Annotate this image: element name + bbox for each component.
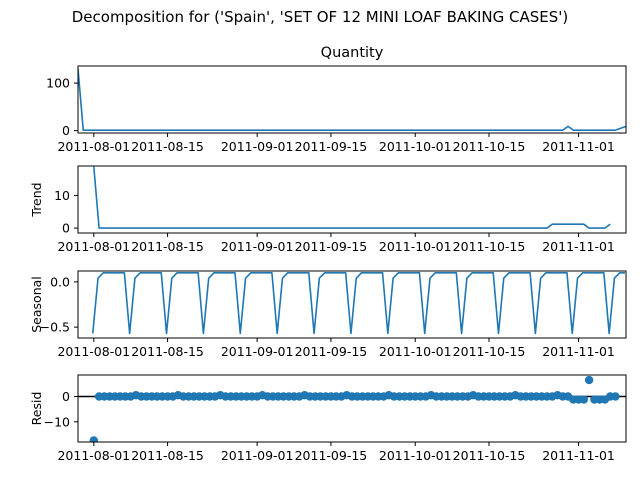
axes-frame-resid bbox=[77, 374, 627, 443]
series-trend bbox=[93, 166, 611, 229]
xtick-label-trend: 2011-11-01 bbox=[542, 239, 615, 254]
xtick-label-seasonal: 2011-09-01 bbox=[221, 344, 294, 359]
xtick-label-trend: 2011-09-01 bbox=[221, 239, 294, 254]
xtick-label-resid: 2011-08-01 bbox=[57, 448, 130, 463]
resid-point bbox=[89, 436, 99, 442]
xtick-label-resid: 2011-08-15 bbox=[131, 448, 204, 463]
ytick-label-seasonal: 0.0 bbox=[50, 274, 70, 289]
xtick-label-resid: 2011-10-01 bbox=[379, 448, 452, 463]
resid-point bbox=[611, 392, 620, 401]
ylabel-seasonal: Seasonal bbox=[29, 276, 44, 333]
xtick-label-seasonal: 2011-10-01 bbox=[379, 344, 452, 359]
xtick-label-seasonal: 2011-11-01 bbox=[542, 344, 615, 359]
figure-title: Decomposition for ('Spain', 'SET OF 12 M… bbox=[72, 8, 569, 26]
panel-observed: Quantity 0 100 2011-08-01 2011-08-15 2011-09-… bbox=[46, 45, 627, 154]
resid-point bbox=[579, 395, 589, 404]
axes-frame-seasonal bbox=[77, 270, 627, 339]
resid-point bbox=[584, 375, 594, 385]
ylabel-trend: Trend bbox=[29, 182, 44, 217]
xtick-label-observed: 2011-10-01 bbox=[379, 139, 452, 154]
series-line-trend bbox=[93, 166, 611, 229]
xtick-label-resid: 2011-10-15 bbox=[453, 448, 526, 463]
ytick-label-trend: 10 bbox=[54, 188, 70, 203]
xtick-label-trend: 2011-08-01 bbox=[57, 239, 130, 254]
ytick-label-trend: 0 bbox=[62, 221, 70, 236]
ytick-label-seasonal: −0.5 bbox=[40, 320, 70, 335]
xtick-label-resid: 2011-09-15 bbox=[295, 448, 368, 463]
ytick-label-resid: 0 bbox=[62, 389, 70, 404]
xtick-label-observed: 2011-11-01 bbox=[542, 139, 615, 154]
xtick-label-seasonal: 2011-10-15 bbox=[453, 344, 526, 359]
ytick-label-resid: −10 bbox=[44, 414, 70, 429]
series-line-observed bbox=[78, 68, 626, 131]
ytick-label-observed: 100 bbox=[46, 76, 70, 91]
panel-seasonal: Seasonal 0.0 −0.5 2011-08-01 2011-08-15 2011-… bbox=[29, 270, 627, 359]
series-seasonal bbox=[91, 272, 625, 335]
ytick-label-observed: 0 bbox=[62, 123, 70, 138]
axes-frame-observed bbox=[77, 65, 627, 134]
xtick-label-seasonal: 2011-08-15 bbox=[131, 344, 204, 359]
xtick-label-observed: 2011-09-01 bbox=[221, 139, 294, 154]
xtick-label-resid: 2011-11-01 bbox=[542, 448, 615, 463]
xtick-label-observed: 2011-08-15 bbox=[131, 139, 204, 154]
series-resid bbox=[89, 375, 620, 442]
xtick-label-resid: 2011-09-01 bbox=[221, 448, 294, 463]
xtick-label-observed: 2011-08-01 bbox=[57, 139, 130, 154]
xtick-label-trend: 2011-08-15 bbox=[131, 239, 204, 254]
xtick-label-seasonal: 2011-09-15 bbox=[295, 344, 368, 359]
series-line-seasonal bbox=[91, 272, 625, 335]
series-observed bbox=[78, 68, 626, 131]
axes-frame-trend bbox=[77, 165, 627, 234]
ylabel-resid: Resid bbox=[29, 392, 44, 426]
xtick-label-trend: 2011-10-01 bbox=[379, 239, 452, 254]
xtick-label-observed: 2011-09-15 bbox=[295, 139, 368, 154]
xtick-label-observed: 2011-10-15 bbox=[453, 139, 526, 154]
xtick-label-trend: 2011-10-15 bbox=[453, 239, 526, 254]
xtick-label-seasonal: 2011-08-01 bbox=[57, 344, 130, 359]
xtick-label-trend: 2011-09-15 bbox=[295, 239, 368, 254]
panel-title-observed: Quantity bbox=[321, 45, 384, 61]
